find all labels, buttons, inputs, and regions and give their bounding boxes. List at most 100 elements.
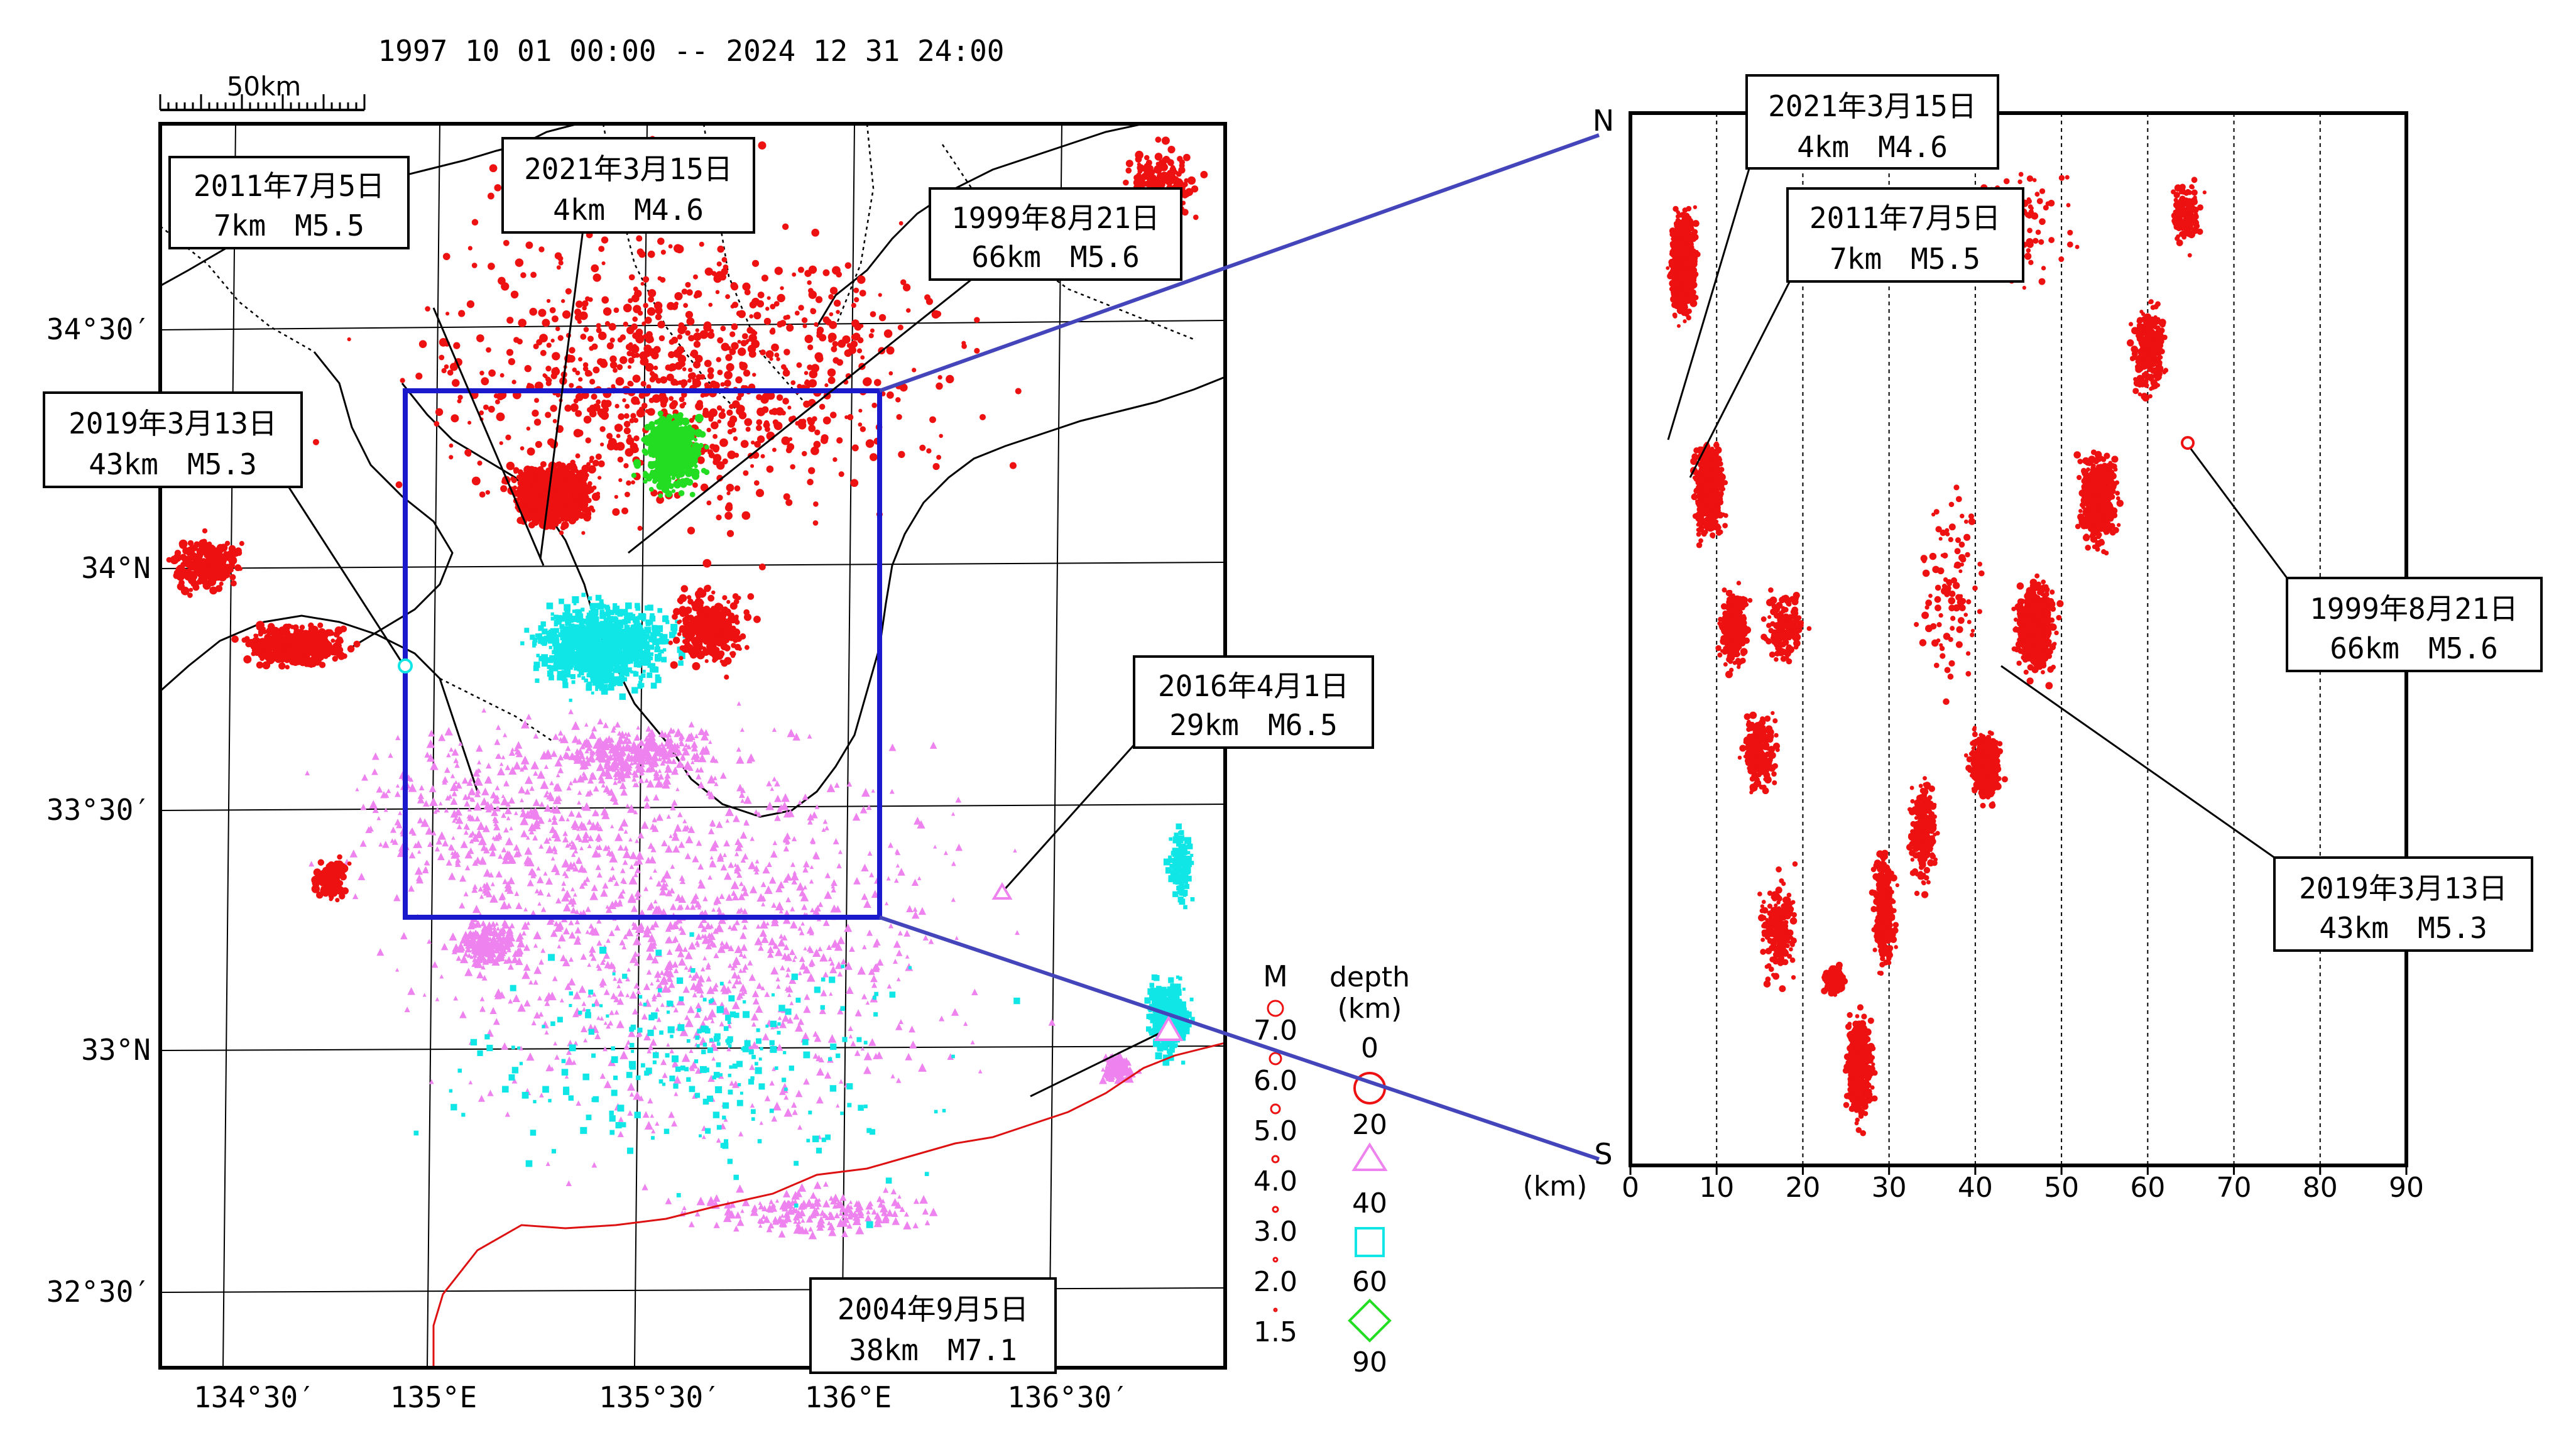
- epicenter-dot: [532, 798, 540, 806]
- epicenter-dot: [730, 880, 740, 890]
- epicenter-dot: [299, 624, 305, 630]
- epicenter-dot: [685, 310, 694, 319]
- epicenter-dot: [549, 780, 554, 785]
- epicenter-dot: [682, 1205, 687, 1211]
- epicenter-dot: [778, 1005, 785, 1012]
- epicenter-dot: [866, 804, 872, 810]
- epicenter-dot: [614, 832, 623, 841]
- epicenter-dot: [582, 1006, 587, 1012]
- epicenter-dot: [347, 337, 351, 342]
- epicenter-dot: [912, 907, 918, 912]
- epicenter-dot: [530, 271, 537, 278]
- epicenter-dot: [536, 339, 543, 346]
- epicenter-dot: [731, 971, 739, 979]
- epicenter-dot: [891, 1210, 898, 1217]
- epicenter-dot: [517, 1003, 526, 1012]
- epicenter-dot: [549, 510, 555, 516]
- epicenter-dot: [735, 376, 743, 384]
- epicenter-dot: [666, 814, 671, 819]
- epicenter-dot: [937, 374, 942, 380]
- epicenter-dot: [729, 1065, 733, 1069]
- epicenter-dot: [530, 1130, 537, 1136]
- epicenter-dot: [801, 1032, 810, 1040]
- epicenter-dot: [561, 893, 570, 902]
- epicenter-dot: [809, 879, 814, 884]
- epicenter-dot: [239, 541, 244, 547]
- epicenter-dot: [461, 1113, 466, 1117]
- epicenter-dot: [707, 449, 714, 455]
- epicenter-dot: [755, 489, 765, 498]
- epicenter-dot: [772, 776, 777, 782]
- epicenter-dot: [559, 998, 564, 1003]
- epicenter-dot: [628, 837, 633, 842]
- epicenter-dot: [618, 898, 623, 903]
- epicenter-dot: [441, 368, 447, 374]
- epicenter-dot: [540, 476, 547, 482]
- epicenter-dot: [543, 792, 549, 798]
- epicenter-dot: [298, 658, 306, 666]
- epicenter-dot: [567, 978, 576, 986]
- epicenter-dot: [742, 1046, 749, 1052]
- epicenter-dot: [505, 837, 513, 846]
- epicenter-dot: [636, 1075, 641, 1081]
- epicenter-dot: [665, 889, 673, 897]
- epicenter-dot: [723, 1213, 732, 1223]
- epicenter-dot: [846, 1083, 853, 1090]
- epicenter-dot: [686, 317, 695, 326]
- epicenter-dot: [587, 993, 592, 998]
- epicenter-dot: [1013, 997, 1020, 1005]
- epicenter-dot: [727, 1159, 733, 1164]
- epicenter-dot: [890, 1188, 897, 1195]
- epicenter-dot: [797, 800, 802, 805]
- epicenter-dot: [761, 1033, 770, 1040]
- epicenter-dot: [447, 369, 454, 376]
- epicenter-dot: [674, 292, 683, 301]
- epicenter-dot: [586, 819, 592, 825]
- epicenter-dot: [679, 396, 685, 403]
- epicenter-dot: [508, 854, 516, 864]
- epicenter-dot: [906, 308, 911, 313]
- epicenter-dot: [741, 1198, 750, 1206]
- epicenter-dot: [570, 511, 577, 519]
- epicenter-dot: [743, 795, 752, 804]
- epicenter-dot: [568, 931, 576, 939]
- epicenter-dot: [765, 1024, 769, 1028]
- epicenter-dot: [550, 373, 557, 379]
- epicenter-dot: [747, 959, 753, 966]
- epicenter-dot: [629, 956, 636, 963]
- epicenter-dot: [454, 807, 462, 816]
- epicenter-dot: [569, 1044, 576, 1052]
- epicenter-dot: [615, 377, 625, 386]
- epicenter-dot: [929, 741, 937, 749]
- epicenter-dot: [740, 932, 747, 939]
- epicenter-dot: [790, 1101, 797, 1108]
- epicenter-dot: [681, 1053, 690, 1062]
- epicenter-dot: [774, 352, 780, 358]
- epicenter-dot: [521, 970, 530, 979]
- epicenter-dot: [437, 831, 446, 840]
- epicenter-dot: [688, 941, 696, 950]
- epicenter-dot: [676, 904, 683, 910]
- epicenter-dot: [796, 362, 802, 368]
- epicenter-dot: [668, 244, 673, 249]
- epicenter-dot: [520, 272, 527, 278]
- epicenter-dot: [886, 391, 894, 399]
- epicenter-dot: [430, 761, 439, 770]
- epicenter-dot: [824, 890, 832, 899]
- epicenter-dot: [886, 876, 891, 881]
- epicenter-dot: [550, 805, 557, 813]
- epicenter-dot: [794, 1160, 799, 1166]
- scale-bar: 50km: [159, 71, 366, 111]
- epicenter-dot: [783, 1190, 790, 1197]
- epicenter-dot: [933, 844, 937, 849]
- epicenter-dot: [642, 1111, 650, 1118]
- epicenter-dot: [679, 878, 686, 885]
- epicenter-dot: [660, 401, 667, 408]
- epicenter-dot: [539, 801, 545, 807]
- epicenter-dot: [727, 979, 732, 984]
- epicenter-dot: [822, 1199, 831, 1208]
- epicenter-dot: [589, 405, 596, 411]
- epicenter-dot: [838, 471, 844, 477]
- epicenter-dot: [669, 339, 675, 345]
- epicenter-dot: [271, 626, 280, 635]
